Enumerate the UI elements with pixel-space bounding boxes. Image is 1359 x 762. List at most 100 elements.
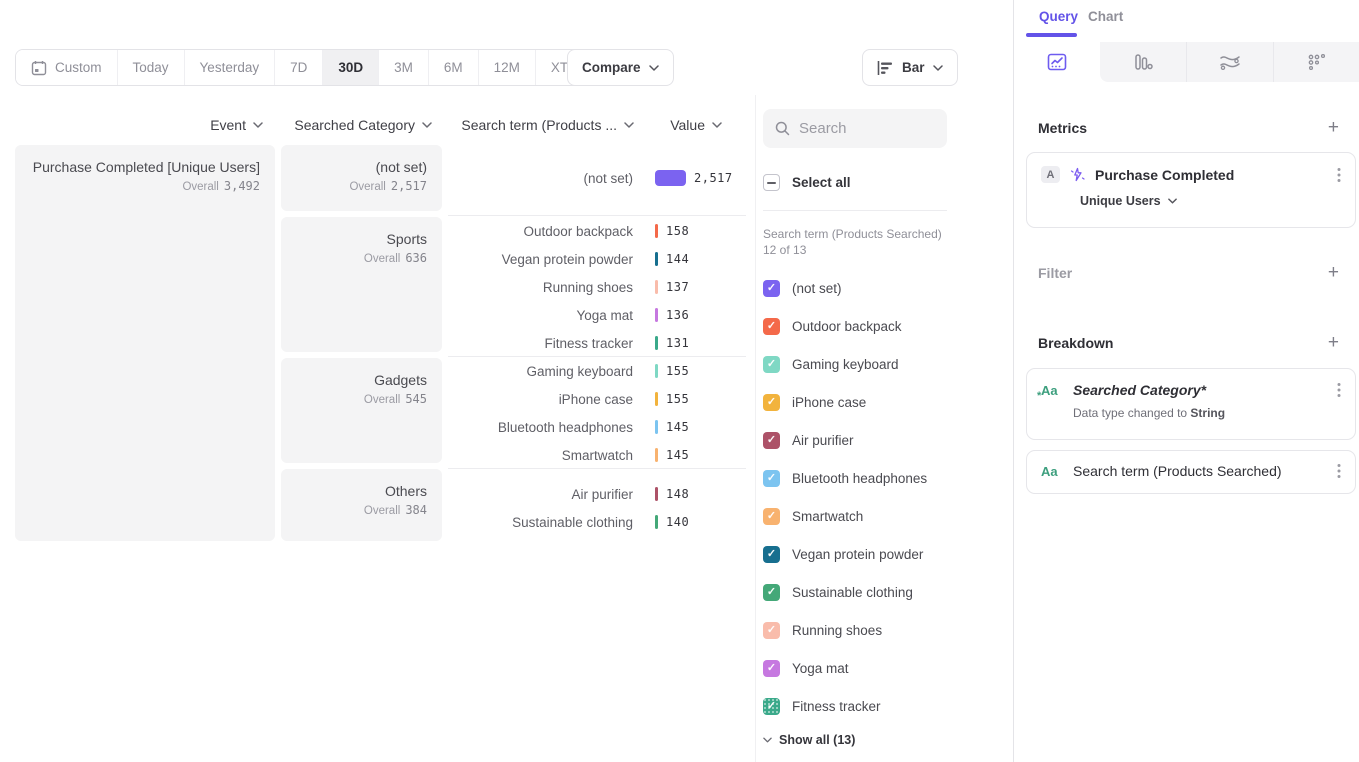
filter-section-header: Filter + [1038, 263, 1339, 282]
checkbox-checked[interactable]: ✓ [763, 583, 780, 601]
date-range-control: Custom Today Yesterday 7D 30D 3M 6M 12M … [15, 49, 612, 86]
legend-item-vegan-protein-powder[interactable]: ✓ Vegan protein powder [763, 535, 993, 573]
column-header-search-term[interactable]: Search term (Products ... [448, 113, 634, 137]
legend-item-bluetooth-headphones[interactable]: ✓ Bluetooth headphones [763, 459, 993, 497]
legend-item-running-shoes[interactable]: ✓ Running shoes [763, 611, 993, 649]
select-all-checkbox[interactable] [763, 174, 780, 191]
table-row: Gaming keyboard 155 [448, 359, 748, 383]
chart-type-select[interactable]: Bar [862, 49, 958, 86]
search-term-label: Smartwatch [561, 447, 633, 463]
legend-item-not-set[interactable]: ✓ (not set) [763, 269, 993, 307]
value-bar[interactable] [655, 336, 658, 350]
date-range-6m[interactable]: 6M [428, 50, 479, 85]
tab-chart[interactable]: Chart [1088, 9, 1124, 24]
checkbox-checked[interactable]: ✓ [763, 469, 780, 487]
value-bar[interactable] [655, 364, 658, 378]
breakdown-heading: Breakdown [1038, 334, 1114, 351]
metric-name: Purchase Completed [1095, 166, 1235, 183]
value-bar[interactable] [655, 420, 658, 434]
column-header-searched-category[interactable]: Searched Category [281, 113, 432, 137]
show-all-button[interactable]: Show all (13) [763, 733, 855, 747]
search-input[interactable] [799, 120, 929, 137]
checkbox-checked[interactable]: ✓ [763, 393, 780, 411]
checkbox-checked[interactable]: ✓ [763, 317, 780, 335]
kebab-menu-icon[interactable] [1337, 463, 1341, 479]
date-range-today[interactable]: Today [117, 50, 185, 85]
legend-item-gaming-keyboard[interactable]: ✓ Gaming keyboard [763, 345, 993, 383]
date-range-custom[interactable]: Custom [16, 50, 118, 85]
value-bar[interactable] [655, 224, 658, 238]
value-bar[interactable] [655, 448, 658, 462]
date-range-yesterday[interactable]: Yesterday [184, 50, 276, 85]
group-divider [448, 215, 746, 216]
tab-retention[interactable] [1273, 42, 1359, 82]
checkbox-checked[interactable]: ✓ [763, 507, 780, 525]
value-label: 140 [666, 515, 690, 529]
value-bar[interactable] [655, 280, 658, 294]
string-property-icon: Aa * [1037, 382, 1058, 402]
table-row: (not set) 2,517 [448, 166, 748, 190]
compare-button[interactable]: Compare [567, 49, 674, 86]
checkbox-checked[interactable]: ✓ [763, 279, 780, 297]
search-term-label: Vegan protein powder [501, 251, 633, 267]
checkbox-checked[interactable]: ✓ [763, 355, 780, 373]
horizontal-bar-chart-icon [877, 60, 894, 76]
date-range-30d-selected[interactable]: 30D [323, 50, 380, 85]
add-metric-button[interactable]: + [1327, 117, 1339, 138]
value-bar[interactable] [655, 392, 658, 406]
breakdown-card-search-term[interactable]: Aa Search term (Products Searched) [1026, 450, 1356, 494]
category-cell-sports[interactable]: Sports Overall 636 [281, 217, 442, 352]
category-cell-others[interactable]: Others Overall 384 [281, 469, 442, 541]
value-bar[interactable] [655, 308, 658, 322]
column-header-value[interactable]: Value [648, 113, 722, 137]
value-bar[interactable] [655, 252, 658, 266]
value-bar[interactable] [655, 487, 658, 501]
divider [763, 210, 947, 211]
kebab-menu-icon[interactable] [1337, 167, 1341, 183]
value-bar[interactable] [655, 515, 658, 529]
legend-search[interactable] [763, 109, 947, 148]
legend-item-fitness-tracker[interactable]: ✓ Fitness tracker [763, 687, 993, 725]
checkbox-checked[interactable]: ✓ [763, 545, 780, 563]
column-header-event[interactable]: Event [15, 113, 263, 137]
value-label: 155 [666, 364, 690, 378]
date-range-3m[interactable]: 3M [379, 50, 429, 85]
legend-item-outdoor-backpack[interactable]: ✓ Outdoor backpack [763, 307, 993, 345]
date-range-7d[interactable]: 7D [275, 50, 324, 85]
tab-insights[interactable] [1014, 42, 1100, 82]
checkbox-checked[interactable]: ✓ [763, 621, 780, 639]
date-range-12m[interactable]: 12M [478, 50, 536, 85]
tab-funnels[interactable] [1100, 42, 1186, 82]
tab-query[interactable]: Query [1039, 9, 1079, 24]
funnels-icon [1133, 53, 1153, 71]
category-cell-not-set[interactable]: (not set) Overall 2,517 [281, 145, 442, 211]
legend-item-smartwatch[interactable]: ✓ Smartwatch [763, 497, 993, 535]
metric-card[interactable]: A Purchase Completed Unique Users [1026, 152, 1356, 228]
event-cell[interactable]: Purchase Completed [Unique Users] Overal… [15, 145, 275, 541]
add-breakdown-button[interactable]: + [1327, 332, 1339, 353]
date-range-label: Custom [55, 60, 102, 75]
checkbox-checked[interactable]: ✓ [763, 659, 780, 677]
group-divider [448, 356, 746, 357]
breakdown-section-header: Breakdown + [1038, 333, 1339, 352]
breakdown-card-searched-category[interactable]: Aa * Searched Category* Data type changed… [1026, 368, 1356, 440]
legend-item-air-purifier[interactable]: ✓ Air purifier [763, 421, 993, 459]
legend-item-sustainable-clothing[interactable]: ✓ Sustainable clothing [763, 573, 993, 611]
checkbox-checked[interactable]: ✓ [763, 697, 780, 715]
kebab-menu-icon[interactable] [1337, 382, 1341, 398]
legend-panel: Select all Search term (Products Searche… [755, 95, 1013, 762]
category-cell-gadgets[interactable]: Gadgets Overall 545 [281, 358, 442, 463]
add-filter-button[interactable]: + [1327, 262, 1339, 283]
search-term-label: Fitness tracker [544, 335, 633, 351]
value-bar[interactable] [655, 170, 686, 186]
select-all-row[interactable]: Select all [763, 174, 851, 191]
legend-item-yoga-mat[interactable]: ✓ Yoga mat [763, 649, 993, 687]
value-label: 155 [666, 392, 690, 406]
table-row: Smartwatch 145 [448, 443, 748, 467]
legend-item-iphone-case[interactable]: ✓ iPhone case [763, 383, 993, 421]
search-term-label: Sustainable clothing [512, 514, 633, 530]
checkbox-checked[interactable]: ✓ [763, 431, 780, 449]
measure-select[interactable]: Unique Users [1080, 194, 1341, 208]
tab-flows[interactable] [1186, 42, 1273, 82]
